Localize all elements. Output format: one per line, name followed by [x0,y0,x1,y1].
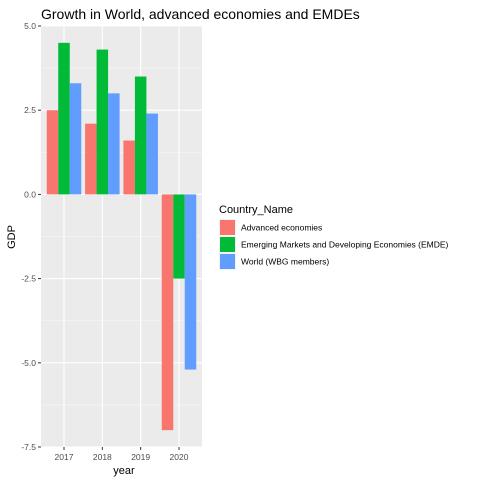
bar-2019-2 [134,76,147,195]
x-axis-title: year [113,465,135,477]
x-axis: 2017 2018 2019 2020 [55,447,189,462]
bar-2017-3 [69,83,82,195]
bar-2017-1 [46,110,59,195]
y-tick-label: -7.5 [21,442,36,452]
bar-2017-2 [58,42,70,195]
bars [46,42,197,431]
bar-2018-3 [108,93,120,195]
legend-swatch [220,220,235,235]
y-axis: -7.5 -5.0 -2.5 0.0 2.5 5.0 [21,21,41,452]
y-tick-label: 0.0 [24,189,36,199]
chart-title: Growth in World, advanced economies and … [41,6,360,22]
bar-2018-1 [85,123,97,195]
bar-2018-2 [96,49,109,195]
bar-2020-3 [184,194,197,370]
y-tick-label: -5.0 [21,358,36,368]
legend: Country_Name Advanced economies Emerging … [219,204,449,270]
x-tick-label: 2020 [170,452,189,462]
bar-2019-1 [123,140,135,195]
y-tick-label: -2.5 [21,274,36,284]
legend-label: World (WBG members) [241,257,329,267]
legend-label: Emerging Markets and Developing Economie… [241,240,449,250]
y-axis-title: GDP [6,225,18,249]
legend-swatch [220,237,235,252]
legend-label: Advanced economies [241,223,322,233]
y-tick-label: 2.5 [24,105,36,115]
legend-swatch [220,254,235,269]
y-tick-label: 5.0 [24,21,36,31]
legend-title: Country_Name [219,204,293,216]
x-tick-label: 2019 [131,452,150,462]
x-tick-label: 2017 [55,452,74,462]
bar-2019-3 [146,113,158,195]
bar-2020-1 [161,194,174,431]
x-tick-label: 2018 [93,452,112,462]
bar-2020-2 [173,194,185,279]
